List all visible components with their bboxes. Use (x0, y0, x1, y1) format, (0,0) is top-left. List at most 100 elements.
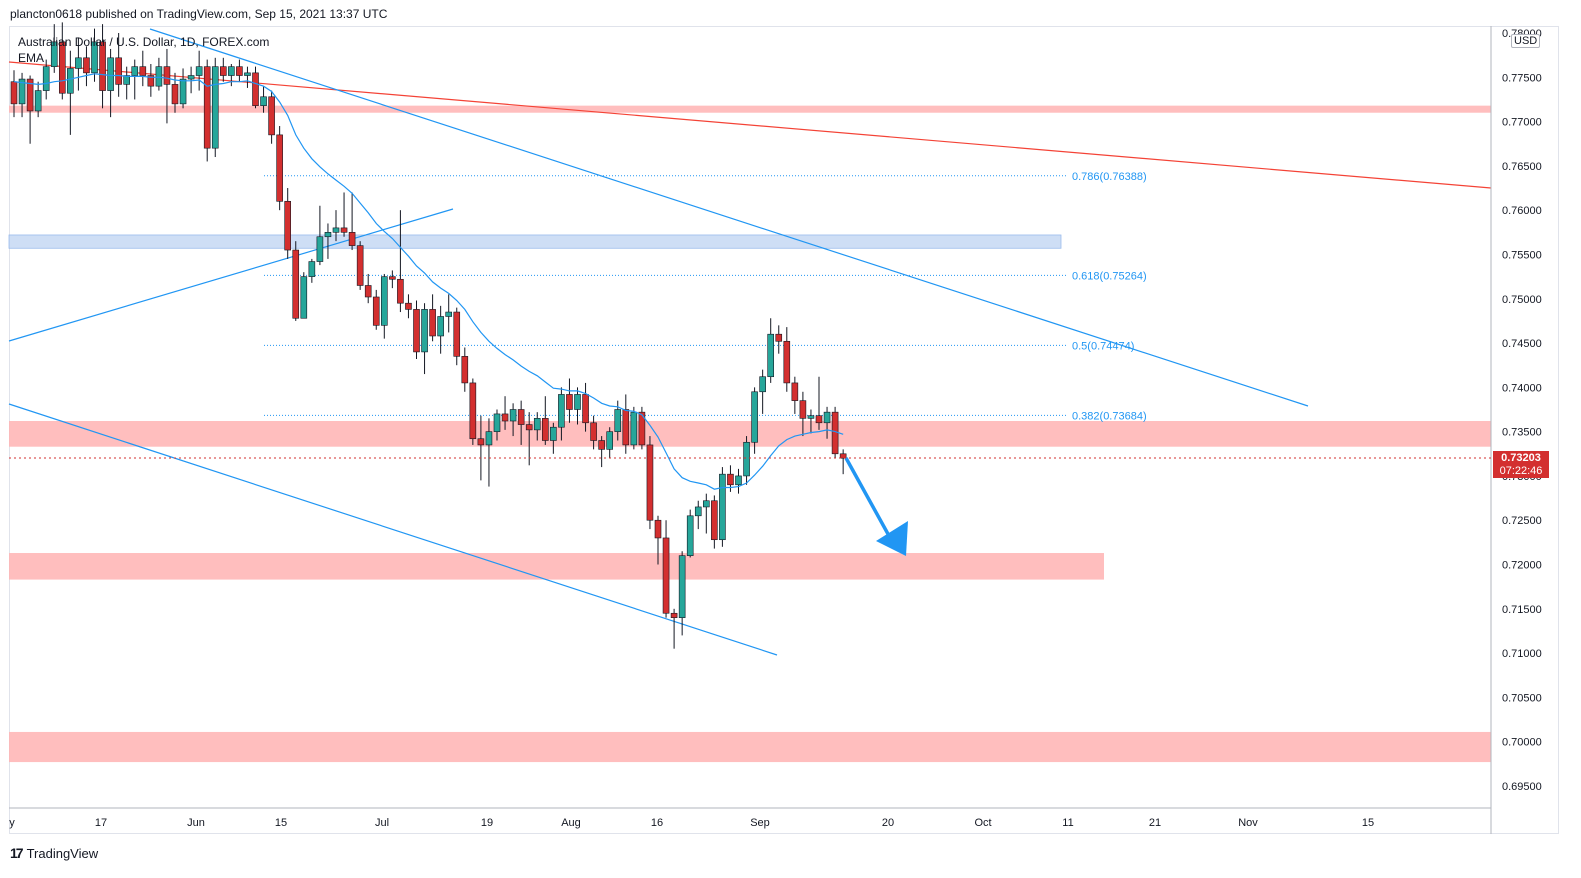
candle (445, 294, 453, 333)
lower-channel-trendline (8, 403, 778, 656)
candle (558, 387, 565, 441)
candle (453, 307, 461, 366)
candle (638, 406, 646, 450)
candle (18, 72, 26, 118)
time-tick-label: 20 (882, 817, 894, 829)
time-tick-label: Aug (561, 817, 581, 829)
ema-line (13, 73, 844, 490)
fib-level-label: 0.786(0.76388) (1072, 171, 1147, 183)
price-tick-label: 0.71500 (1502, 604, 1542, 616)
candlesticks (10, 22, 847, 649)
candle (517, 400, 525, 445)
forecast-arrow-icon (844, 457, 908, 556)
red-zone (9, 105, 1491, 113)
candle (429, 294, 436, 342)
candle (244, 66, 251, 88)
candle (179, 68, 187, 109)
time-tick-label: Jul (375, 817, 389, 829)
candle (582, 382, 589, 432)
red-zone (9, 421, 1491, 447)
candle (91, 28, 98, 82)
candle (372, 289, 380, 330)
candle (654, 515, 662, 565)
price-tick-label: 0.73500 (1502, 427, 1542, 439)
candle (42, 59, 50, 100)
candle (195, 50, 203, 91)
candle (34, 81, 42, 118)
candle (147, 64, 155, 97)
price-tick-label: 0.77000 (1502, 117, 1542, 129)
candle (791, 376, 799, 414)
price-tick-label: 0.70500 (1502, 692, 1542, 704)
time-tick-label: Nov (1238, 817, 1258, 829)
candle (131, 59, 139, 100)
price-tick-label: 0.76000 (1502, 205, 1542, 217)
candle (99, 24, 106, 109)
upper-channel-trendline (149, 28, 1309, 407)
tradingview-logo-icon: 17 (10, 845, 24, 861)
candle (380, 273, 388, 339)
candle (646, 436, 654, 530)
time-tick-label: 21 (1149, 817, 1161, 829)
candle (509, 403, 517, 437)
candle (300, 272, 308, 319)
candle (389, 270, 396, 289)
candle (823, 406, 831, 439)
candle (839, 449, 847, 475)
symbol-title: Australian Dollar / U.S. Dollar, 1D, FOR… (18, 35, 270, 49)
candle (598, 436, 605, 468)
candle (50, 24, 58, 73)
candle (276, 126, 283, 211)
candle (678, 551, 686, 636)
time-tick-label: y (9, 817, 15, 829)
candle (525, 412, 533, 466)
candle (767, 318, 775, 383)
candle (735, 468, 742, 494)
candle (590, 415, 597, 450)
candle (759, 369, 766, 414)
candle (139, 50, 147, 87)
candle (574, 387, 581, 425)
candle (630, 406, 638, 450)
candle (437, 305, 444, 354)
candle (332, 210, 340, 242)
candle (783, 327, 791, 392)
candle (397, 210, 404, 313)
candle (421, 303, 428, 375)
publish-info: plancton0618 published on TradingView.co… (10, 7, 388, 21)
candle (799, 391, 807, 437)
time-tick-label: Oct (974, 817, 991, 829)
currency-badge[interactable]: USD (1511, 34, 1541, 48)
price-tick-label: 0.72000 (1502, 560, 1542, 572)
candle (550, 422, 557, 454)
candle (260, 86, 267, 113)
price-tick-label: 0.69500 (1502, 781, 1542, 793)
chart-legend: Australian Dollar / U.S. Dollar, 1D, FOR… (18, 34, 269, 66)
ema-indicator-label[interactable]: EMA (18, 51, 45, 65)
candle (220, 57, 227, 82)
fib-level-label: 0.5(0.74474) (1072, 340, 1134, 352)
candle (461, 347, 469, 392)
candle (308, 258, 316, 283)
candle (493, 409, 501, 441)
time-tick-label: Jun (187, 817, 205, 829)
candle (324, 223, 332, 259)
candle (356, 241, 364, 290)
candle (566, 378, 573, 423)
rising-trendline (8, 208, 454, 342)
candle (75, 37, 82, 91)
price-tick-label: 0.74000 (1502, 382, 1542, 394)
candle (284, 188, 292, 259)
candle (163, 48, 171, 124)
candle (743, 436, 750, 485)
candle (67, 50, 74, 135)
candle (340, 192, 348, 237)
candle (622, 394, 630, 454)
footer: 17 TradingView (10, 845, 98, 861)
candle (187, 66, 195, 94)
candle (711, 495, 718, 549)
candle (670, 608, 678, 649)
candle (348, 192, 356, 251)
last-price-label: 0.73203 07:22:46 (1493, 451, 1549, 478)
